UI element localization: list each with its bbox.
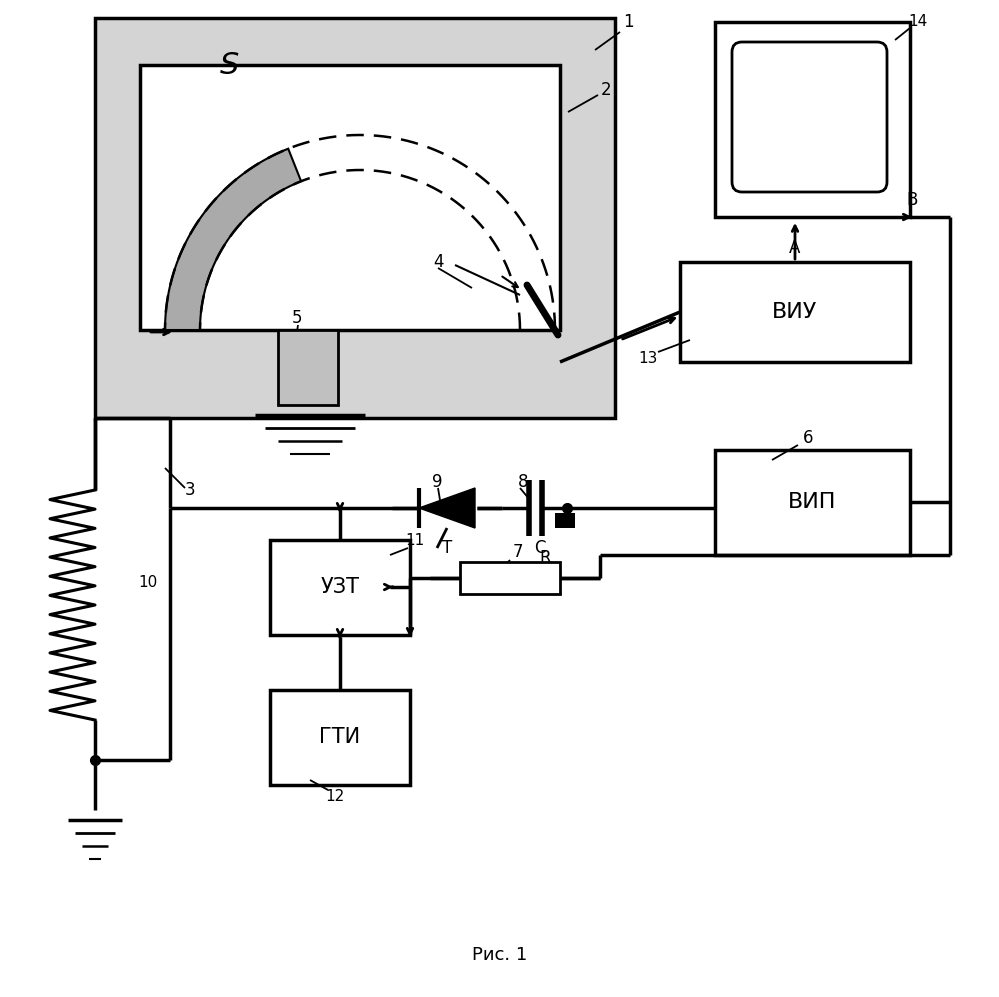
Text: 8: 8 — [517, 473, 528, 491]
Polygon shape — [165, 149, 301, 330]
Text: 5: 5 — [292, 309, 303, 327]
Bar — [715, 450, 910, 555]
Bar — [680, 262, 910, 362]
Bar — [715, 22, 910, 217]
Bar — [460, 562, 560, 594]
Text: Рис. 1: Рис. 1 — [473, 946, 527, 964]
Text: 7: 7 — [512, 543, 523, 561]
Bar — [278, 330, 338, 405]
Text: C: C — [534, 539, 545, 557]
Bar — [140, 65, 560, 330]
Bar — [270, 690, 410, 785]
Text: S: S — [221, 51, 240, 80]
Text: 9: 9 — [432, 473, 443, 491]
Polygon shape — [419, 488, 475, 528]
Text: 11: 11 — [406, 532, 425, 547]
Text: 4: 4 — [433, 253, 444, 271]
Text: 12: 12 — [326, 789, 345, 804]
Text: 3: 3 — [185, 481, 196, 499]
Text: T: T — [442, 539, 453, 557]
Text: ВИП: ВИП — [788, 492, 836, 512]
Text: R: R — [539, 549, 550, 567]
Text: УЗТ: УЗТ — [321, 577, 360, 597]
Text: ВИУ: ВИУ — [772, 302, 817, 322]
Bar — [95, 18, 615, 418]
Text: 13: 13 — [638, 351, 657, 366]
Text: 10: 10 — [139, 574, 158, 589]
Text: A: A — [789, 239, 800, 257]
Text: 6: 6 — [803, 429, 813, 447]
Text: ГТИ: ГТИ — [320, 727, 361, 747]
Text: 14: 14 — [908, 15, 928, 30]
Text: B: B — [906, 191, 918, 209]
Text: 1: 1 — [622, 13, 633, 31]
Text: 2: 2 — [600, 81, 611, 99]
Bar — [270, 540, 410, 635]
FancyBboxPatch shape — [732, 42, 887, 192]
Bar — [555, 513, 575, 528]
